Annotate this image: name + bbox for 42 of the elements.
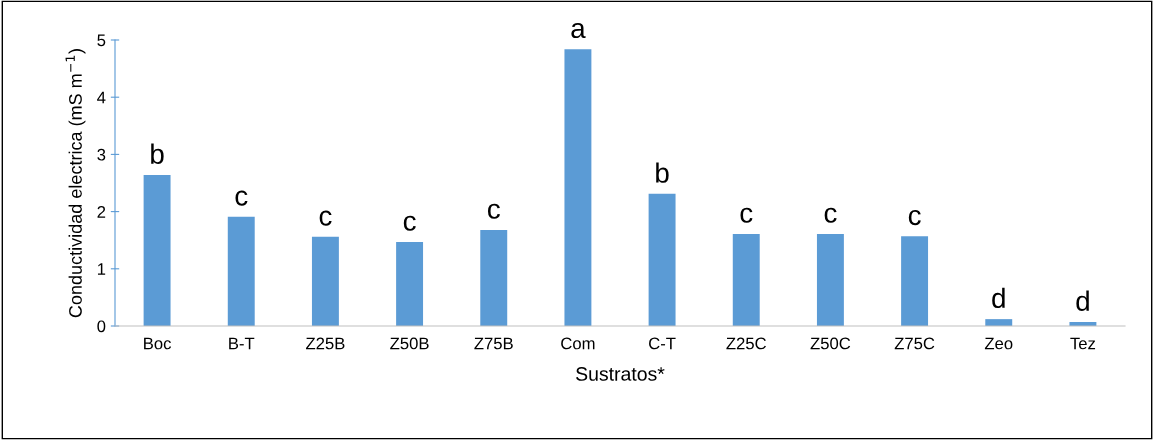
x-tick-label: Z75B [474, 337, 513, 350]
y-tick-label: 5 [97, 34, 106, 47]
x-tick-label: Com [561, 337, 595, 350]
annotation: b [151, 143, 164, 164]
x-tick-label: B-T [229, 337, 255, 350]
annotation: b [656, 162, 669, 183]
annotation: c [235, 190, 248, 206]
x-axis-title: Sustratos* [576, 367, 665, 381]
x-tick-label: Z50C [810, 337, 851, 350]
bar [648, 193, 676, 326]
bar [143, 174, 171, 326]
bar [227, 216, 255, 326]
annotation: c [487, 203, 500, 219]
y-axis-title: Conductividad electrica (mS m$^{−1}$) [65, 49, 86, 318]
annotation: d [992, 287, 1005, 309]
annotation: a [571, 22, 586, 39]
y-tick-label: 2 [97, 206, 106, 218]
annotation: d [1076, 290, 1089, 311]
y-tick-label: 1 [97, 263, 106, 275]
x-tick-label: Zeo [984, 337, 1013, 350]
x-tick-label: Z25C [726, 337, 766, 350]
x-tick-label: Z50B [390, 337, 429, 350]
bar [311, 236, 339, 326]
bar [901, 236, 929, 326]
annotation: c [319, 210, 332, 226]
y-tick-label: 0 [97, 320, 106, 333]
bar [564, 49, 592, 326]
y-tick-label: 4 [97, 91, 106, 104]
annotation: c [908, 209, 921, 226]
bar [480, 229, 508, 326]
annotation: c [824, 207, 837, 223]
bar [732, 233, 760, 326]
bar [396, 241, 424, 326]
x-tick-label: Z75C [894, 337, 935, 350]
y-tick-label: 3 [97, 148, 106, 161]
x-tick-label: Boc [144, 337, 171, 350]
x-tick-label: Tez [1070, 337, 1096, 350]
bar [816, 233, 844, 326]
annotation: c [403, 215, 416, 231]
x-tick-label: C-T [649, 337, 676, 350]
x-tick-label: Z25B [306, 337, 345, 350]
annotation: c [740, 207, 753, 223]
